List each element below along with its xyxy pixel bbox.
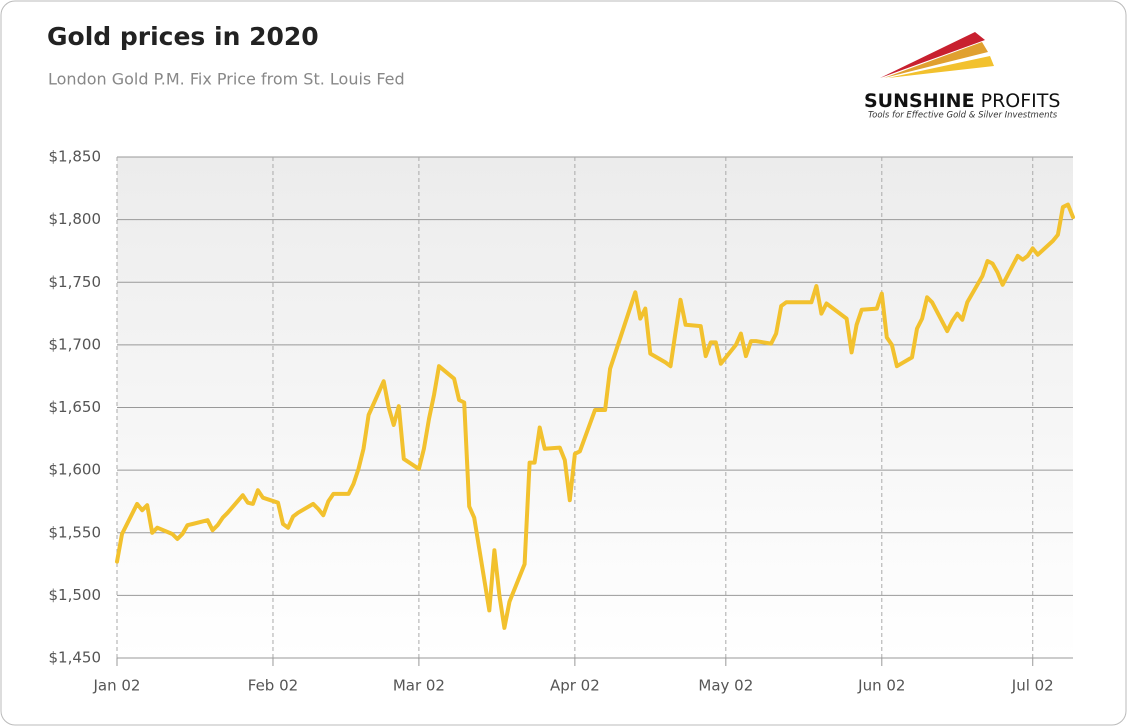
x-tick-label: Apr 02: [550, 677, 600, 695]
logo-ray: [884, 42, 988, 78]
logo-ray: [880, 32, 985, 78]
x-tick-label: Jun 02: [857, 677, 905, 695]
x-tick-label: Jul 02: [1011, 677, 1054, 695]
x-tick-label: May 02: [698, 677, 753, 695]
x-tick-label: Mar 02: [393, 677, 445, 695]
y-tick-label: $1,500: [49, 586, 102, 604]
logo: SUNSHINE PROFITS Tools for Effective Gol…: [864, 32, 1060, 121]
y-tick-label: $1,800: [49, 210, 102, 228]
y-tick-label: $1,700: [49, 335, 102, 353]
logo-ray: [888, 56, 994, 78]
logo-regular: PROFITS: [981, 90, 1061, 112]
y-tick-label: $1,650: [49, 398, 102, 416]
chart-title: Gold prices in 2020: [47, 22, 319, 51]
y-tick-label: $1,600: [49, 461, 102, 479]
y-tick-label: $1,550: [49, 523, 102, 541]
logo-bold: SUNSHINE: [864, 90, 975, 112]
chart-subtitle: London Gold P.M. Fix Price from St. Loui…: [48, 70, 405, 89]
logo-tagline: Tools for Effective Gold & Silver Invest…: [868, 111, 1058, 121]
y-tick-label: $1,450: [49, 649, 102, 667]
y-tick-label: $1,850: [49, 148, 102, 166]
y-tick-label: $1,750: [49, 273, 102, 291]
price-line: [115, 202, 1075, 630]
x-tick-label: Feb 02: [248, 677, 298, 695]
logo-name: SUNSHINE PROFITS: [864, 90, 1060, 112]
x-tick-label: Jan 02: [93, 677, 141, 695]
